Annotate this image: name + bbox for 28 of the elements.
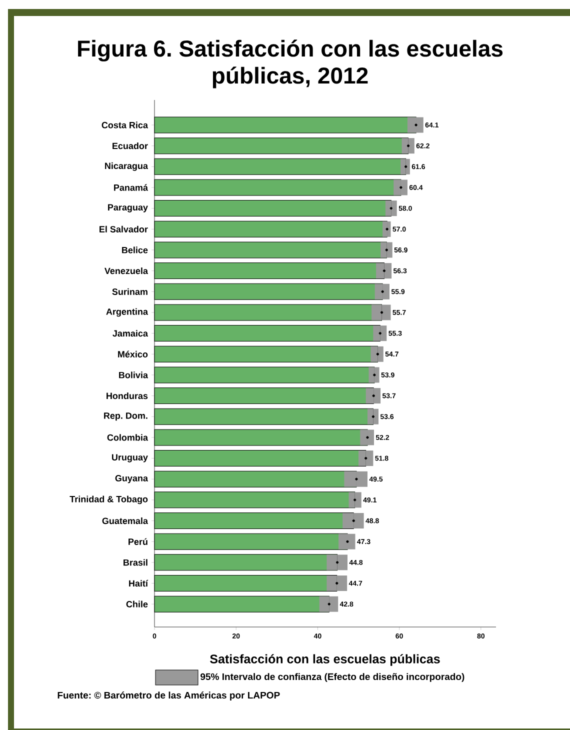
chart-title: Figura 6. Satisfacción con las escuelas públicas, 2012: [78, 40, 503, 88]
y-tick-label: Argentina: [106, 308, 148, 317]
y-tick-label: Venezuela: [104, 267, 148, 274]
text: 95% Intervalo de confianza (Efecto de diseño incorporado): [200, 673, 464, 682]
y-tick-label: Haití: [129, 580, 148, 587]
y-tick-label: Jamaica: [112, 330, 148, 337]
y-tick-label: Guyana: [115, 475, 148, 484]
y-tick-label: Panamá: [114, 184, 148, 191]
x-axis-title: Satisfacción con las escuelas públicas: [210, 654, 440, 666]
y-tick-label: Guatemala: [102, 517, 148, 524]
y-tick-label: Bolivia: [119, 372, 148, 378]
y-tick-label: Nicaragua: [105, 162, 148, 171]
y-tick-label: Rep. Dom.: [104, 412, 148, 421]
y-tick-label: Surinam: [112, 288, 148, 295]
y-tick-label: Uruguay: [112, 454, 148, 462]
y-tick-label: Paraguay: [108, 204, 148, 212]
y-tick-label: Trinidad & Tobago: [70, 496, 148, 504]
y-tick-label: Chile: [126, 600, 148, 608]
y-tick-label: Colombia: [107, 434, 148, 441]
y-tick-label: Ecuador: [112, 142, 148, 150]
y-tick-label: Belice: [122, 246, 148, 254]
y-tick-label: Honduras: [106, 392, 148, 400]
y-tick-label: México: [118, 350, 148, 358]
y-tick-label: Brasil: [124, 559, 148, 566]
y-tick-label: El Salvador: [100, 226, 148, 232]
source-note: Fuente: © Barómetro de las Américas por LAPOP: [58, 692, 280, 700]
y-tick-label: Costa Rica: [102, 122, 148, 128]
y-tick-label: Perú: [128, 538, 148, 545]
